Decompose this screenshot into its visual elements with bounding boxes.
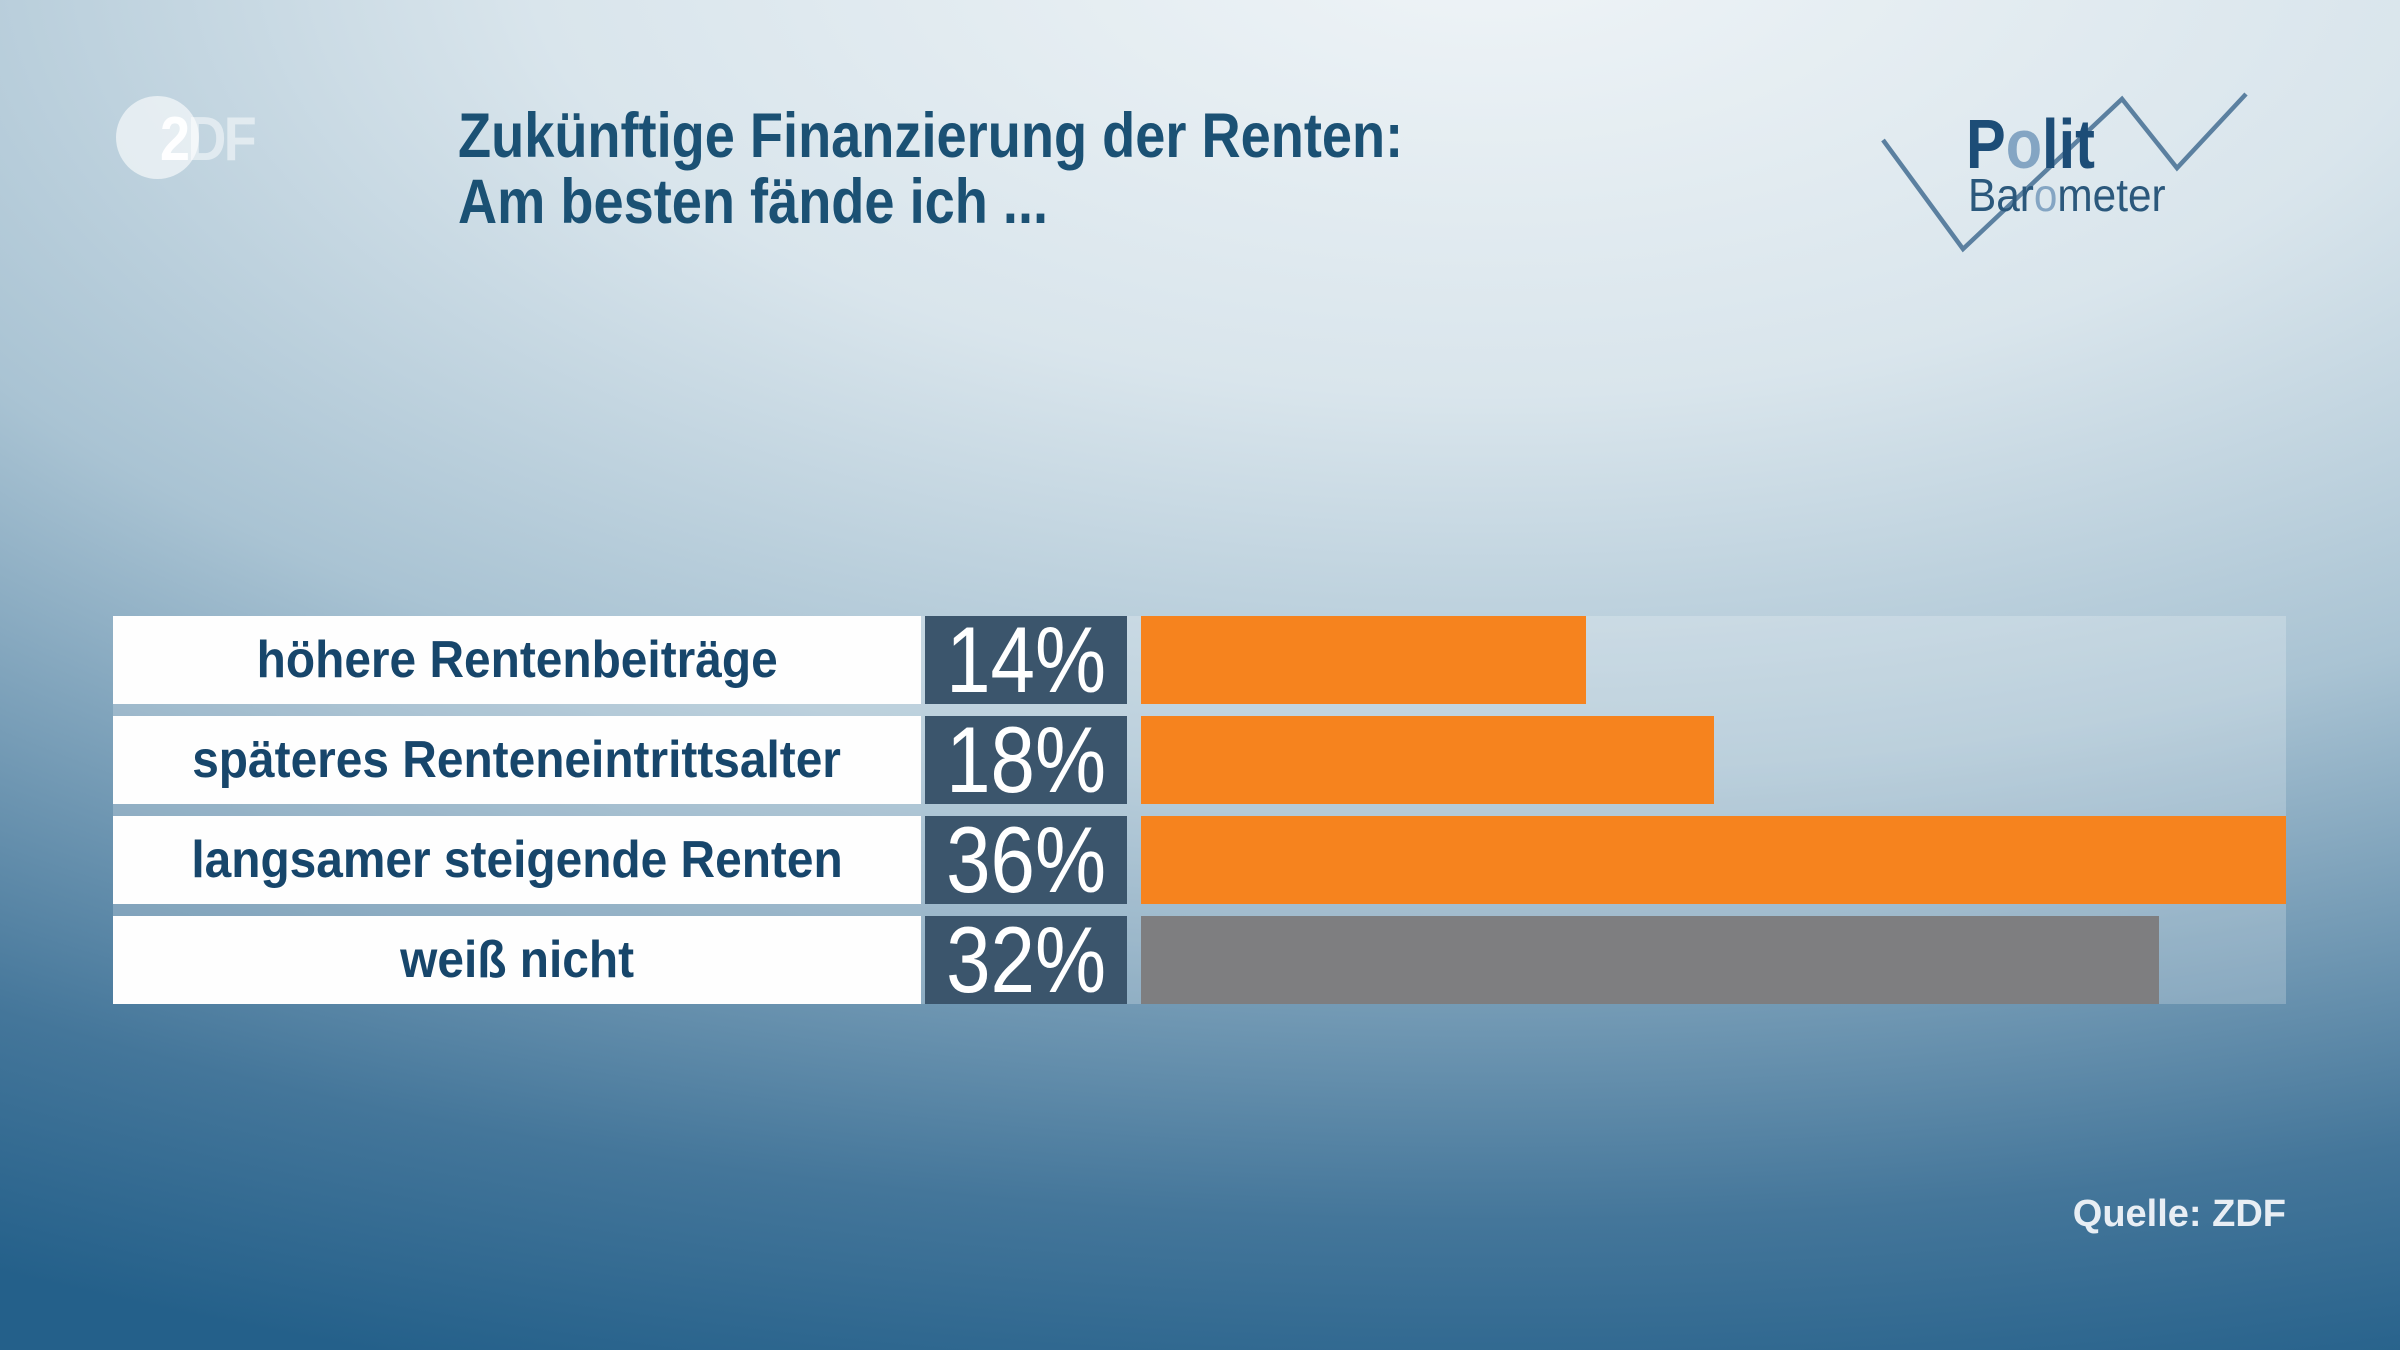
chart-row: späteres Renteneintrittsalter 18% <box>0 707 2400 812</box>
zdf-logo-2: 2 <box>160 105 190 174</box>
chart-row: höhere Rentenbeiträge 14% <box>0 607 2400 712</box>
zdf-logo-df: DF <box>187 105 256 174</box>
category-label: höhere Rentenbeiträge <box>256 631 778 689</box>
category-label-box: späteres Renteneintrittsalter <box>113 716 921 804</box>
baro-post: meter <box>2057 169 2166 221</box>
category-label: weiß nicht <box>400 931 634 989</box>
source-credit: Quelle: ZDF <box>2072 1193 2286 1235</box>
zdf-logo: 2DF <box>116 96 356 186</box>
chart-title-line2: Am besten fände ich ... <box>458 167 1049 237</box>
bar-track <box>1141 916 2286 1004</box>
category-label: späteres Renteneintrittsalter <box>192 731 842 789</box>
zdf-logo-text: 2DF <box>160 104 257 175</box>
value-box: 14% <box>925 607 1127 712</box>
chart-row: langsamer steigende Renten 36% <box>0 807 2400 912</box>
chart-row: weiß nicht 32% <box>0 907 2400 1012</box>
politbarometer-wordmark-barometer: Barometer <box>1968 172 2166 218</box>
polit-o: o <box>2005 105 2043 183</box>
bar <box>1141 916 2159 1004</box>
bar <box>1141 716 1714 804</box>
category-label-box: weiß nicht <box>113 916 921 1004</box>
value-label: 18% <box>946 707 1106 812</box>
value-box: 18% <box>925 707 1127 812</box>
value-box: 32% <box>925 907 1127 1012</box>
category-label-box: höhere Rentenbeiträge <box>113 616 921 704</box>
category-label: langsamer steigende Renten <box>191 831 843 889</box>
category-label-box: langsamer steigende Renten <box>113 816 921 904</box>
zdf-logo-circle <box>116 96 199 179</box>
bar <box>1141 816 2286 904</box>
bar-track <box>1141 816 2286 904</box>
politbarometer-zigzag-icon <box>1881 92 2248 253</box>
baro-o: o <box>2033 169 2058 221</box>
politbarometer-wordmark-polit: Polit <box>1966 109 2095 179</box>
polit-post: lit <box>2042 105 2095 183</box>
baro-pre: Bar <box>1968 169 2034 221</box>
chart-title: Zukünftige Finanzierung der Renten: Am b… <box>458 103 1557 235</box>
polit-pre: P <box>1966 105 2006 183</box>
bar <box>1141 616 1587 704</box>
bar-track <box>1141 616 2286 704</box>
value-label: 14% <box>946 607 1106 712</box>
chart-title-line1: Zukünftige Finanzierung der Renten: <box>458 101 1404 171</box>
value-box: 36% <box>925 807 1127 912</box>
value-label: 36% <box>946 807 1106 912</box>
bar-track <box>1141 716 2286 804</box>
value-label: 32% <box>946 907 1106 1012</box>
